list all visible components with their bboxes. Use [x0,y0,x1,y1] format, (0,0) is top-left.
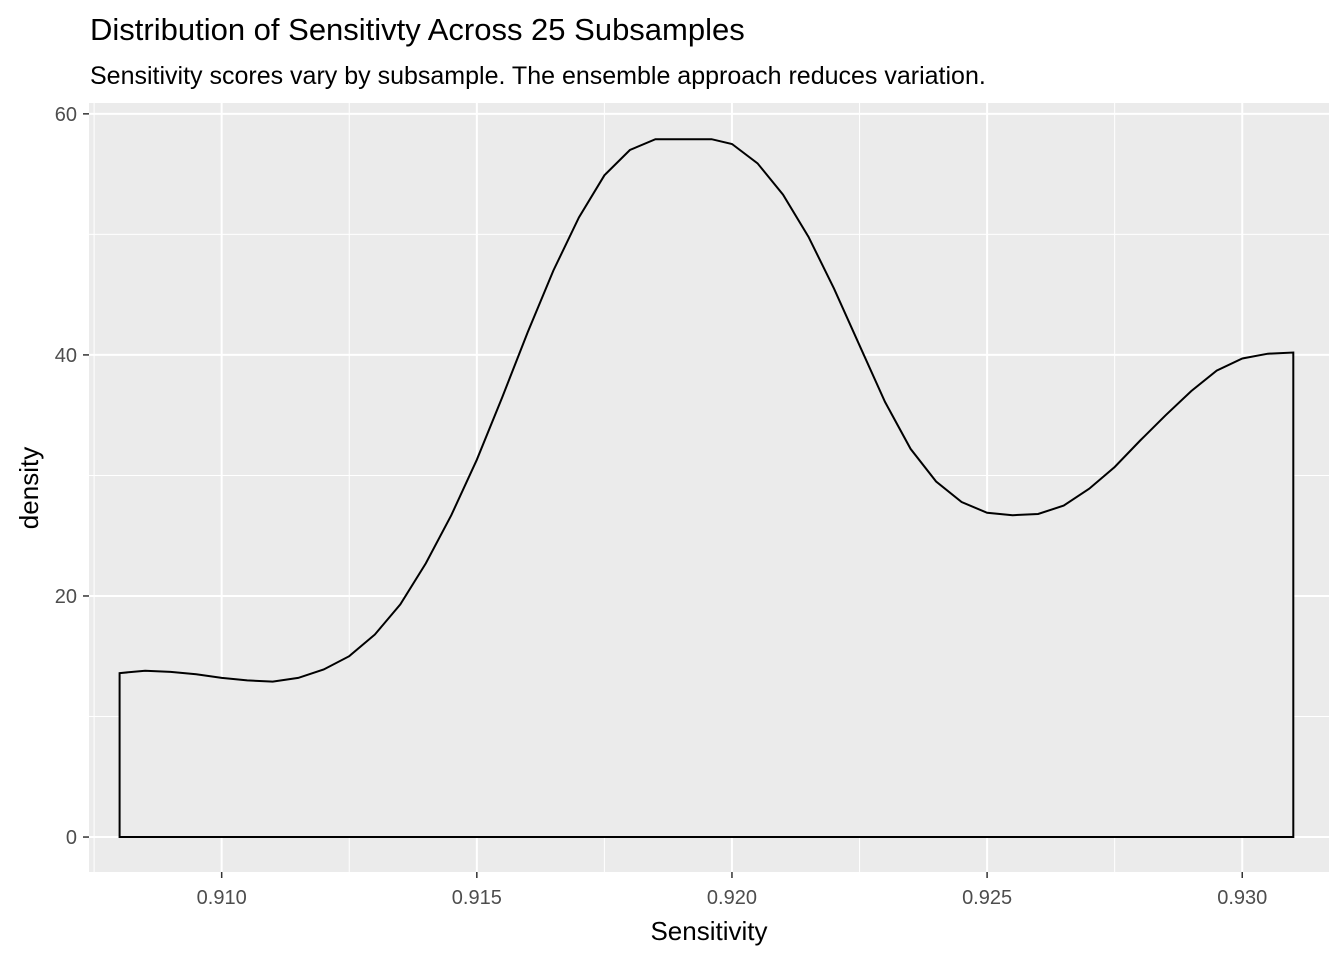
y-tick-label: 60 [55,104,77,126]
y-tick-label: 0 [66,827,77,849]
x-tick-label: 0.930 [1217,887,1267,909]
y-axis: 0 20 40 60 [55,104,89,849]
x-axis: 0.910 0.915 0.920 0.925 0.930 [197,872,1267,909]
y-tick-label: 40 [55,345,77,367]
x-tick-label: 0.915 [452,887,502,909]
chart-title: Distribution of Sensitivty Across 25 Sub… [90,12,745,47]
x-tick-label: 0.920 [707,887,757,909]
chart-subtitle: Sensitivity scores vary by subsample. Th… [90,62,986,90]
density-curve [118,138,1295,838]
y-axis-title: density [14,447,44,529]
x-axis-title: Sensitivity [650,916,767,946]
y-tick-label: 20 [55,586,77,608]
x-tick-label: 0.925 [962,887,1012,909]
x-tick-label: 0.910 [197,887,247,909]
